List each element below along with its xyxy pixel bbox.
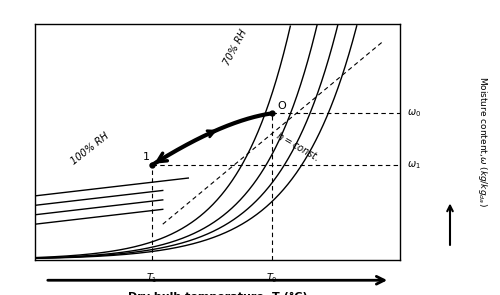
Text: $\omega_1$: $\omega_1$ (408, 159, 421, 171)
Text: $T_1$: $T_1$ (146, 271, 158, 285)
Text: 70% RH: 70% RH (222, 28, 250, 67)
Text: 1: 1 (143, 152, 150, 162)
Text: 100% RH: 100% RH (69, 131, 110, 167)
Text: Moisture content,$\omega$ ($kg/kg_{da}$): Moisture content,$\omega$ ($kg/kg_{da}$) (476, 76, 489, 207)
Text: Dry bulb temperature, T (°C): Dry bulb temperature, T (°C) (128, 292, 308, 295)
Text: $T_0$: $T_0$ (266, 271, 278, 285)
Text: O: O (278, 101, 286, 111)
Text: $h = const.$: $h = const.$ (274, 129, 322, 164)
Text: $\omega_0$: $\omega_0$ (408, 107, 422, 119)
